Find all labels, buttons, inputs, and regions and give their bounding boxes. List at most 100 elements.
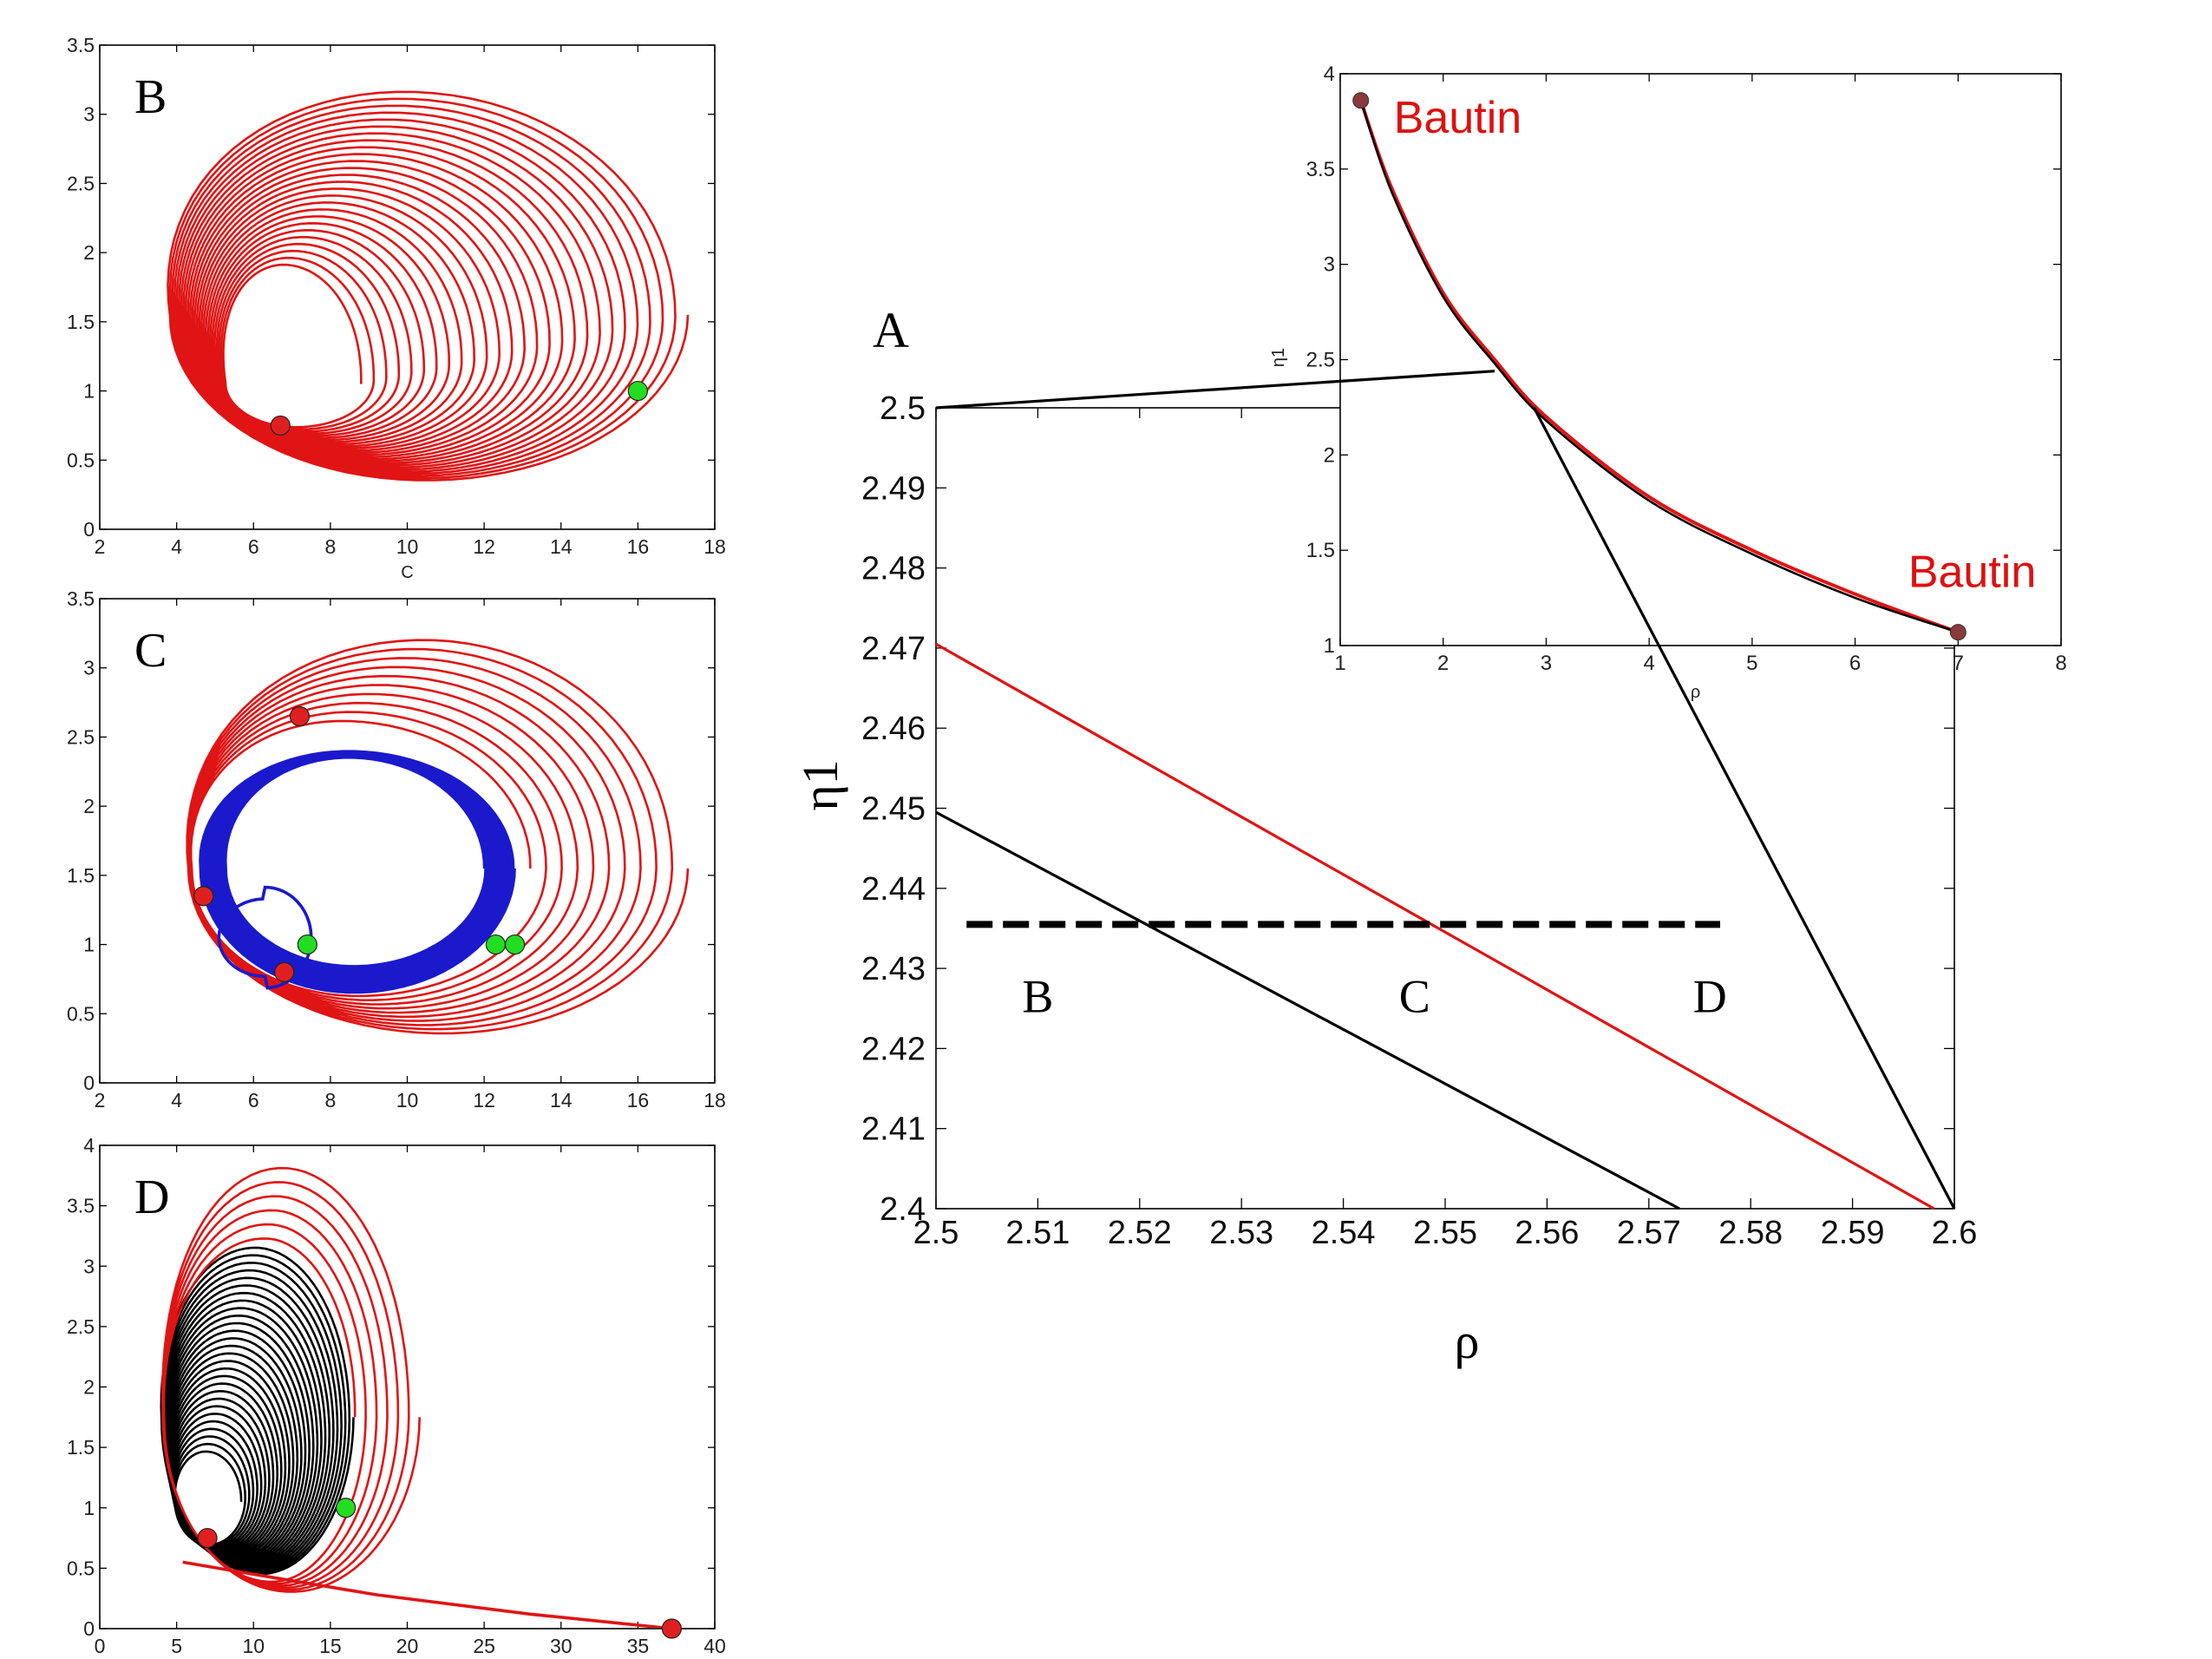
- panel-b-y-tick-label: 0.5: [67, 449, 95, 471]
- panel-c-y-tick-label: 3: [83, 657, 95, 679]
- panel-a-x-tick-label: 2.59: [1821, 1215, 1885, 1251]
- panel-b-y-tick-label: 0: [83, 518, 95, 541]
- panel-d-x-tick-label: 5: [171, 1635, 182, 1657]
- panel-a-x-tick-label: 2.6: [1932, 1215, 1978, 1251]
- panel-a-region-label-d: D: [1693, 970, 1727, 1022]
- panel-c-x-tick-label: 18: [704, 1089, 726, 1111]
- panel-c-y-tick-label: 0: [83, 1072, 95, 1094]
- connector-line-bottom: [1532, 406, 1956, 1210]
- panel-b-label: B: [134, 70, 167, 124]
- panel-b-x-tick-label: 6: [248, 535, 259, 558]
- panel-a-x-tick-label: 2.56: [1515, 1215, 1579, 1251]
- panel-b-x-tick-label: 16: [627, 535, 650, 558]
- inset-x-tick-label: 5: [1746, 652, 1757, 675]
- panel-b-x-tick-label: 8: [324, 535, 336, 558]
- inset-x-tick-label: 1: [1334, 652, 1345, 675]
- inset-y-tick-label: 3: [1324, 253, 1335, 277]
- panel-c-y-tick-label: 1: [83, 934, 95, 956]
- panel-b: 2 4 6 8 10 12 14 16 18 0 0.5 1 1.5 2 2.5 3 3.5 B C: [67, 34, 726, 582]
- inset-x-axis-label: ρ: [1691, 683, 1700, 702]
- panel-b-y-tick-label: 2: [83, 241, 95, 264]
- panel-c-y-tick-label: 2: [83, 795, 95, 817]
- panel-b-series-group: [167, 90, 690, 482]
- inset-series-black: [1359, 100, 1959, 633]
- panel-b-x-tick-label: 2: [95, 535, 106, 558]
- panel-c-y-tick-label: 1.5: [67, 864, 95, 887]
- inset-x-tick-label: 7: [1953, 652, 1964, 675]
- panel-a-y-tick-label: 2.49: [861, 470, 926, 507]
- panel-a-series-black-boundary: [935, 810, 1680, 1210]
- panel-a-y-tick-label: 2.48: [861, 551, 926, 587]
- panel-d-x-tick-label: 0: [95, 1635, 106, 1657]
- panel-a-x-tick-label: 2.58: [1718, 1215, 1783, 1251]
- inset-plot-area: [1339, 73, 2062, 646]
- panel-c-marker-start-red-top: [289, 705, 311, 727]
- panel-d-x-tick-label: 25: [473, 1635, 495, 1657]
- panel-a-x-tick-label: 2.53: [1209, 1215, 1273, 1251]
- inset-y-tick-label: 1.5: [1306, 539, 1335, 562]
- panel-a-x-tick-label: 2.51: [1005, 1215, 1070, 1251]
- inset-y-tick-label: 1: [1324, 634, 1335, 658]
- panel-a-x-tick-label: 2.54: [1312, 1215, 1376, 1251]
- inset-bautin-point: [1949, 624, 1967, 641]
- panel-c: 2 4 6 8 10 12 14 16 18 0 0.5 1 1.5 2 2.5 3 3.5 C: [67, 587, 726, 1111]
- panel-b-y-tick-label: 3: [83, 103, 95, 126]
- panel-a-region-label-b: B: [1022, 970, 1053, 1022]
- panel-a-x-tick-label: 2.5: [913, 1215, 959, 1251]
- panel-c-marker-end-red-bottom: [274, 961, 295, 983]
- panel-c-x-tick-label: 2: [95, 1089, 106, 1111]
- panel-b-y-tick-label: 1: [83, 380, 95, 403]
- panel-c-marker-green-small: [297, 934, 317, 955]
- panel-d-x-tick-label: 40: [704, 1635, 726, 1657]
- panel-d-y-tick-label: 1.5: [67, 1436, 95, 1459]
- zoom-connectors: [935, 370, 1956, 1210]
- panel-a-x-tick-label: 2.52: [1108, 1215, 1172, 1251]
- panel-d-y-tick-label: 0.5: [67, 1557, 95, 1579]
- panel-c-series-outer-trajectory: [186, 639, 690, 1035]
- panel-d: 0 5 10 15 20 25 30 35 40 0 0.5 1 1.5 2 2.5 3 3.5 4 D: [67, 1134, 726, 1657]
- panel-d-marker-green-start: [336, 1498, 357, 1518]
- panel-d-series-outer-trajectory: [160, 1166, 421, 1593]
- inset-bautin-label: Bautin: [1394, 93, 1522, 143]
- panel-d-series-inner-trajectory: [160, 1246, 355, 1576]
- panel-a-y-tick-label: 2.44: [861, 871, 926, 908]
- panel-d-y-tick-label: 3: [83, 1255, 95, 1277]
- panel-a-series-red-boundary: [935, 642, 1935, 1210]
- panel-b-x-tick-label: 4: [171, 535, 182, 558]
- panel-d-y-tick-label: 2.5: [67, 1315, 95, 1338]
- panel-a-y-tick-label: 2.42: [861, 1031, 926, 1067]
- inset-y-axis-label: η1: [1269, 348, 1288, 367]
- panel-b-series-trajectory: [167, 90, 690, 482]
- inset-x-tick-label: 2: [1437, 652, 1449, 675]
- panel-d-y-tick-label: 0: [83, 1617, 95, 1640]
- inset-bautin-label: Bautin: [1908, 548, 2036, 598]
- panel-c-x-tick-label: 10: [396, 1089, 419, 1111]
- panel-d-x-tick-label: 30: [550, 1635, 573, 1657]
- panel-b-y-tick-label: 1.5: [67, 311, 95, 333]
- connector-line-top: [935, 370, 1495, 410]
- panel-c-marker-start-red-left: [193, 886, 214, 907]
- panel-c-y-tick-label: 2.5: [67, 725, 95, 748]
- panel-d-label: D: [134, 1170, 169, 1224]
- panel-a-y-tick-label: 2.47: [861, 631, 926, 667]
- panel-b-x-tick-label: 10: [396, 535, 419, 558]
- panel-c-label: C: [134, 624, 167, 678]
- inset-series-red: [1358, 100, 1959, 634]
- panel-c-y-tick-label: 0.5: [67, 1002, 95, 1025]
- inset-x-tick-label: 8: [2055, 652, 2066, 675]
- panel-b-marker-end: [270, 415, 291, 436]
- panel-c-marker-green-right-2: [504, 934, 526, 955]
- panel-c-marker-green-right-1: [485, 934, 507, 955]
- panel-d-series-tail: [182, 1560, 672, 1628]
- panel-c-x-tick-label: 12: [473, 1089, 495, 1111]
- panel-d-x-tick-label: 35: [627, 1635, 650, 1657]
- panel-d-marker-far-start: [661, 1618, 682, 1639]
- panel-c-x-tick-label: 6: [248, 1089, 259, 1111]
- inset-y-tick-label: 3.5: [1306, 158, 1335, 181]
- panel-d-marker-end: [197, 1527, 218, 1549]
- panel-b-marker-start: [627, 380, 648, 402]
- panel-b-x-axis-label: C: [401, 563, 413, 582]
- panel-a-inset: 1 2 3 4 5 6 7 8 1 1.5 2 2.5 3 3.5 4 Bautin Bautin ρ η1: [1269, 62, 2067, 702]
- inset-y-tick-label: 2.5: [1306, 349, 1335, 372]
